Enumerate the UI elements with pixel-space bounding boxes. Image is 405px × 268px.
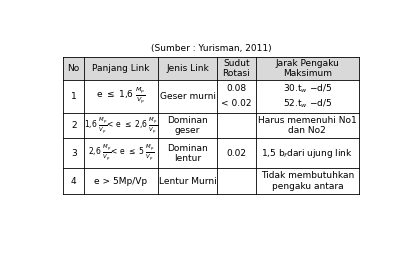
Text: 3: 3 [70, 149, 77, 158]
Text: 4: 4 [71, 177, 76, 186]
Text: 0.02: 0.02 [226, 149, 246, 158]
Text: 0.08: 0.08 [226, 84, 246, 93]
Text: 30.t$_w$ $-$d/5: 30.t$_w$ $-$d/5 [282, 83, 331, 95]
Text: e $\leq$ 1,6 $\frac{M_p}{V_p}$: e $\leq$ 1,6 $\frac{M_p}{V_p}$ [96, 86, 145, 106]
Text: (Sumber : Yurisman, 2011): (Sumber : Yurisman, 2011) [151, 44, 271, 53]
Text: Dominan
lentur: Dominan lentur [167, 144, 207, 163]
Text: Jenis Link: Jenis Link [166, 64, 209, 73]
Text: 1: 1 [70, 92, 77, 100]
Text: Tidak membutuhkan
pengaku antara: Tidak membutuhkan pengaku antara [260, 172, 353, 191]
Text: 1,6 $\frac{M_p}{V_p}$< e $\leq$ 2,6 $\frac{M_p}{V_p}$: 1,6 $\frac{M_p}{V_p}$< e $\leq$ 2,6 $\fr… [84, 115, 158, 136]
Text: Dominan
geser: Dominan geser [167, 116, 207, 135]
FancyBboxPatch shape [63, 57, 358, 80]
Text: 2,6 $\frac{M_p}{V_p}$< e $\leq$ 5 $\frac{M_p}{V_p}$: 2,6 $\frac{M_p}{V_p}$< e $\leq$ 5 $\frac… [87, 143, 154, 163]
Text: Panjang Link: Panjang Link [92, 64, 149, 73]
Text: Harus memenuhi No1
dan No2: Harus memenuhi No1 dan No2 [257, 116, 356, 135]
Text: No: No [67, 64, 80, 73]
Text: Geser murni: Geser murni [159, 92, 215, 100]
Text: 52.t$_w$ $-$d/5: 52.t$_w$ $-$d/5 [282, 97, 331, 110]
Text: 1,5 b$_f$dari ujung link: 1,5 b$_f$dari ujung link [261, 147, 352, 160]
Text: 2: 2 [71, 121, 76, 130]
Text: e > 5Mp/Vp: e > 5Mp/Vp [94, 177, 147, 186]
Text: < 0.02: < 0.02 [221, 99, 251, 108]
Text: Jarak Pengaku
Maksimum: Jarak Pengaku Maksimum [275, 59, 339, 78]
Text: Lentur Murni: Lentur Murni [158, 177, 216, 186]
Text: Sudut
Rotasi: Sudut Rotasi [222, 59, 249, 78]
